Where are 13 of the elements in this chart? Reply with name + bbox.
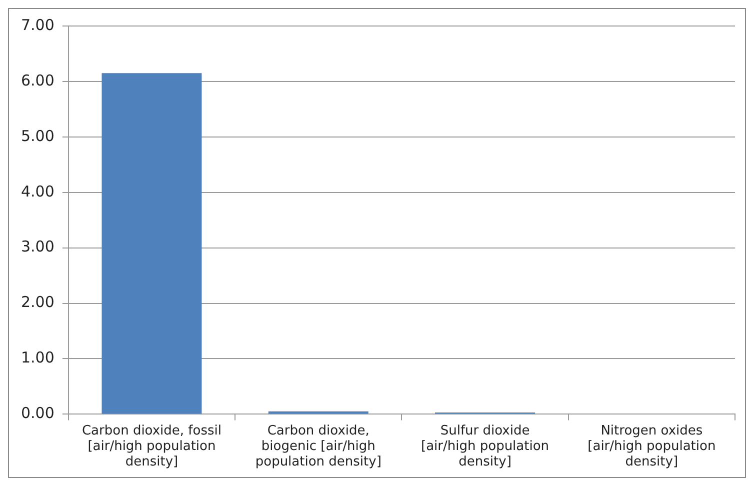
x-tick-label: Carbon dioxide, biogenic [air/high population density]	[255, 423, 382, 470]
y-tick-label: 1.00	[20, 348, 54, 367]
x-tick-label: Carbon dioxide, fossil [air/high population density]	[82, 423, 222, 470]
y-tick-label: 3.00	[20, 238, 54, 256]
x-tick-label: Sulfur dioxide [air/high population density]	[421, 423, 550, 470]
y-tick-label: 6.00	[20, 71, 54, 90]
y-tick-label: 7.00	[20, 16, 54, 34]
y-tick-label: 4.00	[20, 182, 54, 200]
y-tick-label: 0.00	[20, 404, 54, 422]
y-tick-label: 2.00	[20, 293, 54, 312]
bar	[102, 73, 202, 414]
x-tick-label: Nitrogen oxides [air/high population density]	[588, 423, 716, 470]
y-tick-label: 5.00	[20, 126, 54, 145]
